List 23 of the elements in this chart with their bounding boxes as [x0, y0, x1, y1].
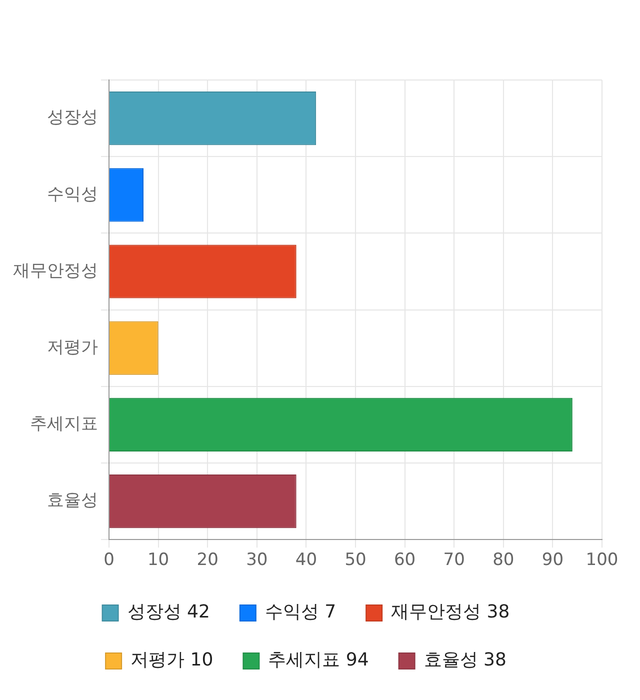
y-tick-label: 저평가: [47, 338, 98, 358]
x-tick-label: 80: [492, 550, 514, 570]
x-tick-label: 50: [344, 550, 366, 570]
legend-label: 효율성 38: [424, 650, 506, 671]
x-tick-label: 90: [542, 550, 564, 570]
x-tick-label: 70: [443, 550, 465, 570]
legend-label: 성장성 42: [127, 602, 210, 623]
x-tick-label: 40: [295, 550, 318, 570]
x-tick-label: 60: [394, 550, 416, 570]
legend-label: 저평가 10: [130, 650, 214, 671]
y-tick-label: 추세지표: [30, 414, 98, 434]
y-tick-label: 재무안정성: [13, 260, 98, 281]
x-tick-label: 30: [246, 550, 268, 570]
legend-label: 수익성 7: [264, 602, 336, 623]
legend-label: 재무안정성 38: [391, 602, 510, 623]
x-tick-label: 20: [196, 550, 218, 570]
x-tick-label: 0: [104, 550, 114, 570]
x-tick-label: 100: [586, 550, 618, 570]
x-tick-label: 10: [147, 550, 170, 570]
y-tick-label: 성장성: [47, 108, 98, 128]
legend-label: 추세지표 94: [268, 650, 369, 671]
y-tick-label: 효율성: [47, 490, 98, 511]
y-tick-label: 수익성: [47, 184, 98, 204]
